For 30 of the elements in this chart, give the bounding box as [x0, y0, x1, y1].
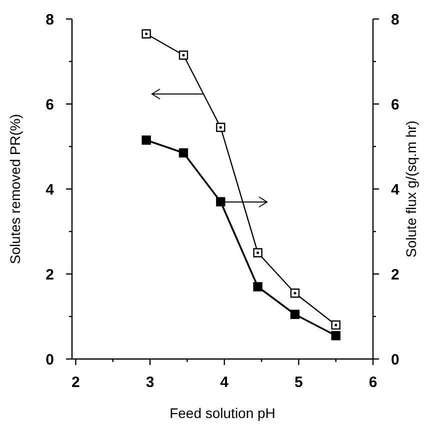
y2-tick-label: 0 — [391, 351, 400, 368]
y-tick-label: 4 — [46, 181, 55, 198]
y2-tick-label: 6 — [391, 96, 400, 114]
y-tick-label: 8 — [46, 11, 54, 28]
point — [216, 122, 226, 132]
point — [178, 148, 188, 158]
x-tick-label: 2 — [72, 374, 80, 391]
point — [290, 288, 300, 298]
point — [142, 136, 151, 145]
y2-tick-label: 8 — [391, 11, 400, 28]
point — [253, 248, 262, 258]
point — [216, 197, 226, 206]
x-tick-label: 5 — [294, 374, 303, 391]
y2-tick-label: 4 — [391, 181, 400, 198]
point — [290, 310, 300, 319]
point — [142, 29, 151, 38]
point — [253, 282, 262, 292]
y-tick-label: 0 — [46, 351, 54, 368]
x-tick-label: 3 — [146, 374, 154, 391]
point — [331, 331, 340, 340]
x-tick-label: 6 — [368, 374, 378, 391]
x-axis-title: Feed solution pH — [170, 405, 276, 421]
y-tick-label: 6 — [46, 96, 54, 114]
point — [331, 320, 340, 330]
point — [178, 50, 188, 60]
y-axis-title: Solutes removed PR(%) — [7, 114, 23, 264]
y2-axis-title: Solute flux g/(sq.m hr) — [403, 120, 419, 258]
x-tick-label: 4 — [220, 374, 230, 391]
y2-tick-label: 2 — [391, 266, 400, 284]
y-tick-label: 2 — [46, 266, 54, 284]
